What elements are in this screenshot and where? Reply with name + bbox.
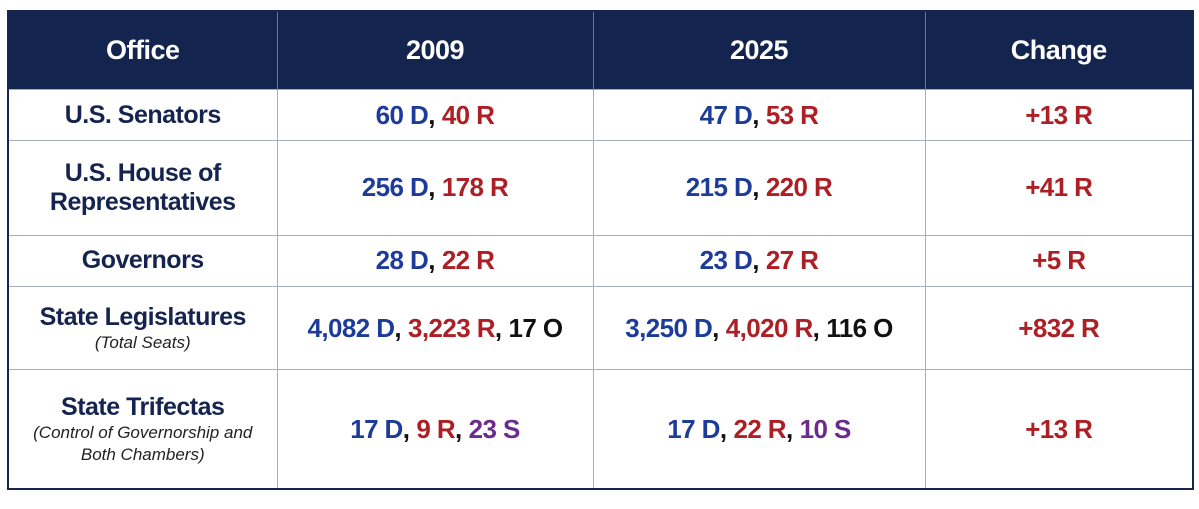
- seat-count: 27 R: [765, 245, 819, 276]
- table-row: State Legislatures (Total Seats) 4,082 D, 3…: [7, 285, 1194, 371]
- seat-count: +13 R: [1025, 413, 1093, 444]
- seat-count: 178 R: [441, 172, 509, 203]
- seat-count: 220 R: [765, 172, 833, 203]
- seat-count: 17 O: [508, 312, 564, 343]
- separator: ,: [785, 413, 793, 444]
- seat-count: 215 D: [685, 172, 753, 203]
- separator: ,: [494, 312, 502, 343]
- seat-count: 28 D: [375, 245, 429, 276]
- seat-count: 60 D: [375, 99, 429, 130]
- table-row: U.S. Senators 60 D, 40 R 47 D, 53 R +13 R: [7, 88, 1194, 142]
- header-cell: 2009: [277, 11, 594, 90]
- seat-count: 17 D: [350, 413, 403, 444]
- office-cell: U.S. House of Representatives: [7, 140, 278, 236]
- office-name: Governors: [81, 246, 204, 275]
- header-cell: Change: [925, 11, 1194, 90]
- seat-count: 256 D: [361, 172, 429, 203]
- seat-count: +832 R: [1018, 312, 1100, 343]
- value-cell: +13 R: [924, 88, 1194, 142]
- office-cell: Governors: [7, 234, 278, 287]
- seat-count: 17 D: [667, 413, 720, 444]
- value-cell: 256 D, 178 R: [276, 140, 594, 236]
- value-cell: +41 R: [924, 140, 1194, 236]
- office-cell: State Trifectas (Control of Governorship …: [7, 369, 278, 490]
- separator: ,: [455, 413, 462, 444]
- separator: ,: [712, 312, 719, 343]
- value-cell: 17 D, 9 R, 23 S: [276, 369, 594, 490]
- table-row: State Trifectas (Control of Governorship …: [7, 369, 1194, 490]
- seat-count: 116 O: [826, 312, 893, 343]
- seat-count: 22 R: [441, 245, 495, 276]
- seat-count: 10 S: [799, 413, 852, 444]
- seat-count: 4,020 R: [725, 312, 813, 343]
- value-cell: +5 R: [924, 234, 1194, 287]
- separator: ,: [752, 99, 759, 130]
- seat-count: 3,223 R: [408, 312, 495, 343]
- office-note: (Control of Governorship and Both Chambe…: [33, 422, 253, 464]
- table-body: U.S. Senators 60 D, 40 R 47 D, 53 R +13 R U.S.…: [7, 88, 1194, 490]
- seat-count: +13 R: [1025, 99, 1093, 130]
- separator: ,: [428, 172, 435, 203]
- seat-count: 4,082 D: [307, 312, 395, 343]
- seat-count: 40 R: [441, 99, 495, 130]
- value-cell: 17 D, 22 R, 10 S: [592, 369, 926, 490]
- office-note: (Total Seats): [94, 332, 191, 352]
- separator: ,: [719, 413, 727, 444]
- value-cell: 3,250 D, 4,020 R, 116 O: [592, 285, 926, 371]
- value-cell: 215 D, 220 R: [592, 140, 926, 236]
- table-row: U.S. House of Representatives 256 D, 178 R…: [7, 140, 1194, 236]
- seat-count: 22 R: [733, 413, 786, 444]
- separator: ,: [752, 245, 759, 276]
- value-cell: 60 D, 40 R: [276, 88, 594, 142]
- value-cell: 47 D, 53 R: [592, 88, 926, 142]
- separator: ,: [752, 172, 759, 203]
- office-name: State Legislatures: [39, 302, 247, 331]
- separator: ,: [394, 312, 402, 343]
- separator: ,: [428, 99, 435, 130]
- separator: ,: [402, 413, 410, 444]
- table-row: Governors 28 D, 22 R 23 D, 27 R +5 R: [7, 234, 1194, 287]
- header-row: Office 2009 2025 Change: [8, 11, 1194, 90]
- office-cell: State Legislatures (Total Seats): [7, 285, 278, 371]
- separator: ,: [812, 312, 820, 343]
- value-cell: 23 D, 27 R: [592, 234, 926, 287]
- value-cell: 4,082 D, 3,223 R, 17 O: [276, 285, 594, 371]
- seat-count: 9 R: [416, 413, 456, 444]
- office-name: U.S. House of Representatives: [49, 158, 236, 216]
- seat-count: 53 R: [765, 99, 819, 130]
- separator: ,: [428, 245, 435, 276]
- value-cell: 28 D, 22 R: [276, 234, 594, 287]
- office-cell: U.S. Senators: [7, 88, 278, 142]
- seat-count: +5 R: [1032, 245, 1086, 276]
- office-name: State Trifectas: [61, 392, 225, 421]
- value-cell: +832 R: [924, 285, 1194, 371]
- seat-count: 3,250 D: [625, 312, 713, 343]
- seat-count: +41 R: [1025, 172, 1093, 203]
- office-name: U.S. Senators: [64, 100, 222, 129]
- comparison-table: Office 2009 2025 Change U.S. Senators 60 D, 4…: [7, 10, 1194, 490]
- seat-count: 23 D: [699, 245, 753, 276]
- header-cell: 2025: [593, 11, 926, 90]
- header-cell: Office: [8, 11, 278, 90]
- value-cell: +13 R: [924, 369, 1194, 490]
- seat-count: 23 S: [468, 413, 521, 444]
- seat-count: 47 D: [699, 99, 753, 130]
